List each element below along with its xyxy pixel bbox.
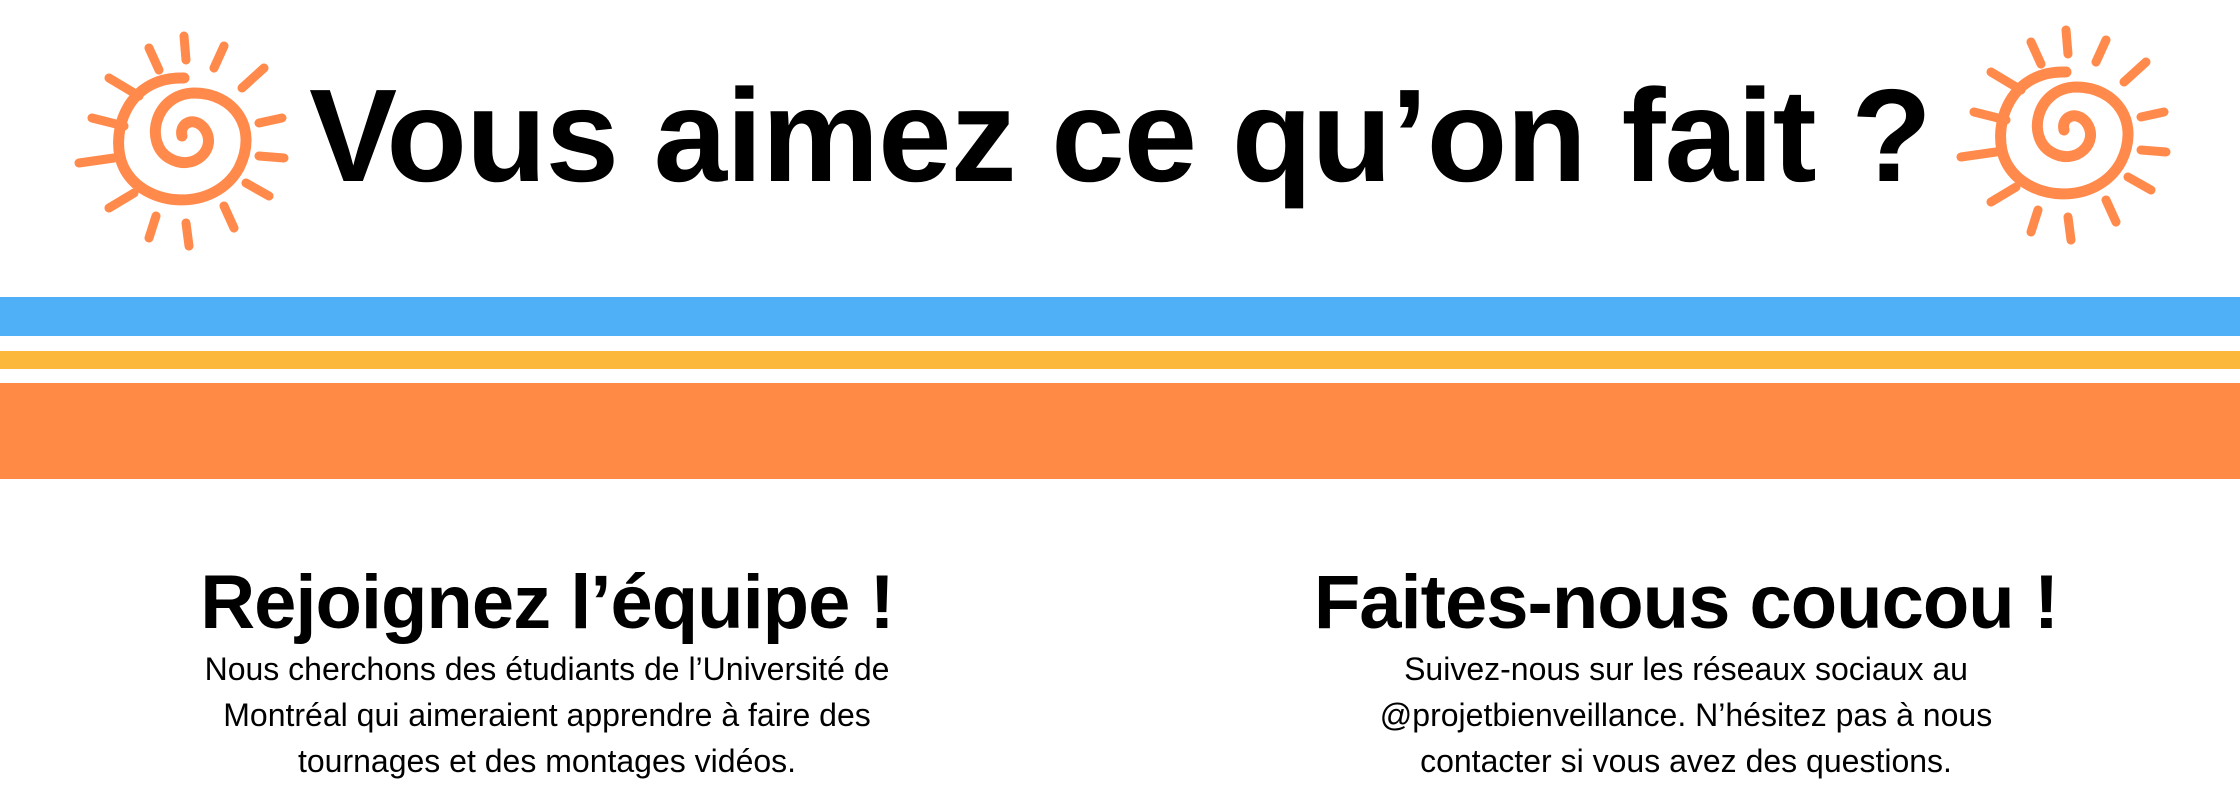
section-heading: Rejoignez l’équipe ! (200, 560, 895, 645)
section-text: @projetbienveillance. N’hésitez pas à no… (1379, 697, 1993, 733)
orange-stripe (0, 383, 2240, 479)
section-text: Nous cherchons des étudiants de l’Univer… (204, 651, 890, 687)
section-text: contacter si vous avez des questions. (1420, 743, 1952, 779)
section-heading: Faites-nous coucou ! (1313, 560, 2059, 645)
join-section: Rejoignez l’équipe ! Nous cherchons des … (97, 560, 997, 784)
contact-section: Faites-nous coucou ! Suivez-nous sur les… (1236, 560, 2136, 784)
yellow-stripe (0, 351, 2240, 369)
blue-stripe (0, 297, 2240, 336)
section-text: Suivez-nous sur les réseaux sociaux au (1404, 651, 1968, 687)
section-text: Montréal qui aimeraient apprendre à fair… (223, 697, 871, 733)
section-text: tournages et des montages vidéos. (297, 743, 797, 779)
title: Vous aimez ce qu’on fait ? (309, 62, 1932, 209)
